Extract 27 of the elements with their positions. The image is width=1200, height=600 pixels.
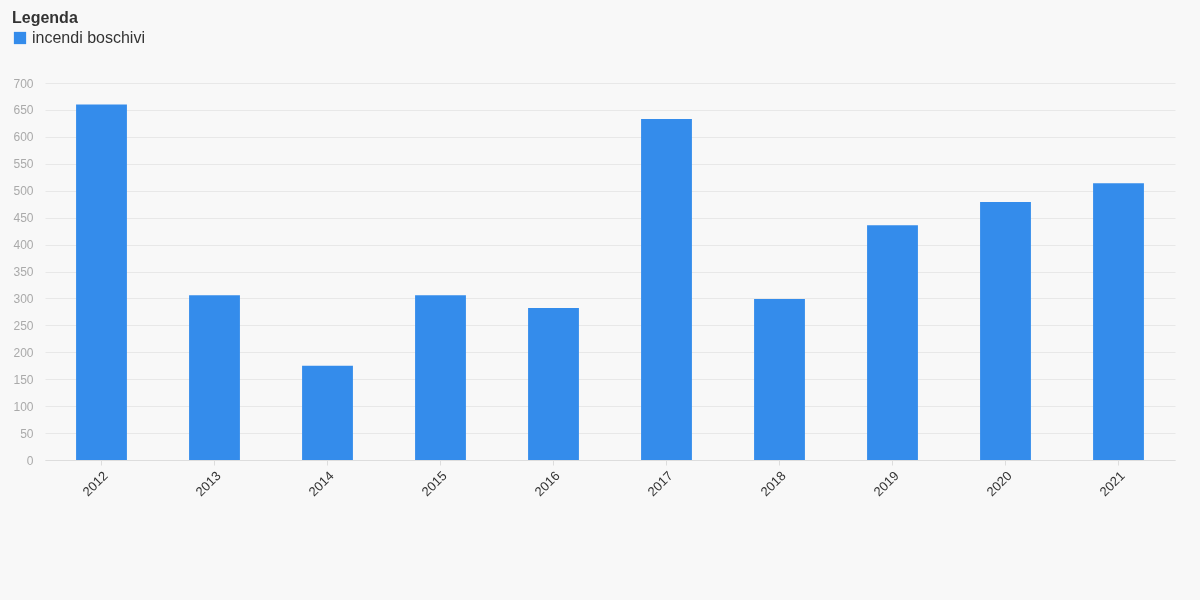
y-tick-label: 400 bbox=[13, 238, 34, 253]
bar bbox=[302, 365, 353, 460]
legend-title: Legenda bbox=[12, 9, 78, 26]
y-tick-label: 350 bbox=[13, 265, 34, 279]
y-tick-label: 600 bbox=[13, 130, 34, 145]
y-tick-label: 300 bbox=[13, 291, 34, 306]
bar bbox=[528, 308, 579, 460]
y-tick-label: 250 bbox=[13, 318, 34, 333]
y-tick-label: 550 bbox=[13, 157, 34, 172]
bar bbox=[641, 119, 692, 460]
y-tick-label: 650 bbox=[13, 103, 34, 118]
bar bbox=[754, 298, 805, 460]
bar bbox=[189, 295, 240, 460]
y-tick-label: 0 bbox=[26, 453, 34, 468]
y-tick-label: 100 bbox=[13, 399, 34, 414]
bar bbox=[76, 104, 127, 460]
bar bbox=[1093, 183, 1144, 460]
y-tick-label: 700 bbox=[13, 76, 34, 91]
legend-label: incendi boschivi bbox=[32, 29, 145, 46]
bar bbox=[415, 295, 466, 460]
y-tick-label: 150 bbox=[13, 372, 34, 387]
y-tick-label: 50 bbox=[20, 426, 34, 441]
y-tick-label: 450 bbox=[13, 211, 34, 226]
y-tick-label: 500 bbox=[13, 184, 34, 199]
bar bbox=[980, 202, 1031, 460]
bar bbox=[867, 225, 918, 460]
y-tick-label: 200 bbox=[13, 345, 34, 360]
